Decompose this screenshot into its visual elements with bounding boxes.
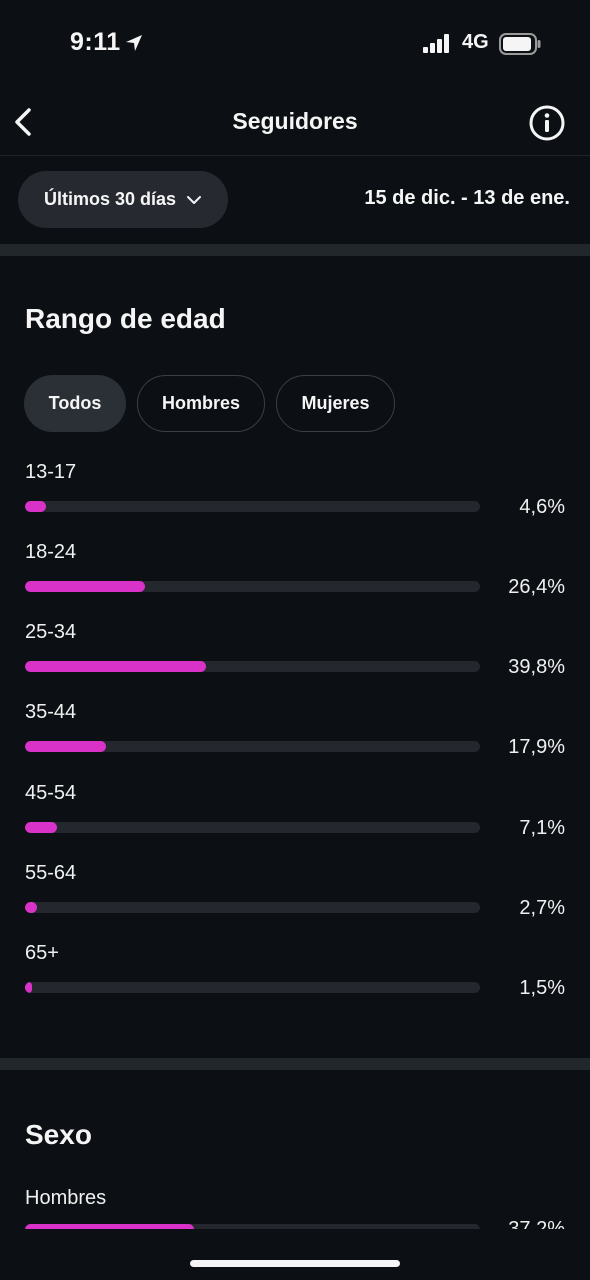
sex-label: Hombres [25,1187,107,1209]
age-bar-track [25,902,480,913]
date-range-text: 15 de dic. - 13 de ene. [364,187,570,209]
age-label: 18-24 [25,541,77,563]
cellular-signal-icon [423,34,449,53]
age-row: 18-24 26,4% [0,541,590,621]
bottom-cutoff [0,1229,590,1280]
info-icon[interactable] [528,104,566,142]
chevron-down-icon [187,195,202,204]
section-divider [0,1058,590,1070]
age-label: 35-44 [25,701,77,723]
age-bar-track [25,741,480,752]
header: Seguidores [0,88,590,156]
tab-all-label: Todos [48,393,102,413]
age-bar-fill [25,902,38,913]
age-label: 25-34 [25,621,77,643]
age-row: 13-17 4,6% [0,461,590,541]
age-percentage: 2,7% [519,897,565,919]
age-bar-fill [25,741,107,752]
battery-icon [499,33,541,55]
tab-men-label: Hombres [161,393,241,413]
tab-men[interactable]: Hombres [137,375,265,432]
date-range-dropdown[interactable]: Últimos 30 días [18,171,228,228]
age-label: 13-17 [25,461,77,483]
age-percentage: 17,9% [508,736,565,758]
age-bar-track [25,581,480,592]
age-bar-fill [25,822,58,833]
age-bar-fill [25,661,207,672]
age-bar-fill [25,501,46,512]
age-label: 55-64 [25,862,77,884]
status-bar: 9:11 4G [0,0,590,88]
age-percentage: 4,6% [519,496,565,518]
tab-women-label: Mujeres [301,393,370,413]
page-title: Seguidores [232,108,358,134]
location-arrow-icon [126,35,142,51]
age-label: 45-54 [25,782,77,804]
age-section-title: Rango de edad [25,303,226,334]
age-bar-track [25,501,480,512]
age-row: 55-64 2,7% [0,862,590,942]
tab-women[interactable]: Mujeres [276,375,395,432]
back-chevron-icon[interactable] [10,102,40,142]
age-bar-track [25,822,480,833]
age-label: 65+ [25,942,59,964]
age-bar-fill [25,581,146,592]
status-time: 9:11 [70,28,121,56]
home-indicator[interactable] [190,1260,400,1267]
network-type: 4G [462,31,489,53]
age-row: 35-44 17,9% [0,701,590,781]
age-row: 25-34 39,8% [0,621,590,701]
age-percentage: 7,1% [519,817,565,839]
age-percentage: 26,4% [508,576,565,598]
age-percentage: 39,8% [508,656,565,678]
sex-section-title: Sexo [25,1119,92,1150]
age-bar-track [25,982,480,993]
age-bar-track [25,661,480,672]
age-bar-fill [25,982,32,993]
date-range-dropdown-label: Últimos 30 días [43,189,177,209]
section-divider [0,244,590,256]
tab-all[interactable]: Todos [24,375,126,432]
age-row: 65+ 1,5% [0,942,590,1022]
age-percentage: 1,5% [519,977,565,999]
age-row: 45-54 7,1% [0,782,590,862]
